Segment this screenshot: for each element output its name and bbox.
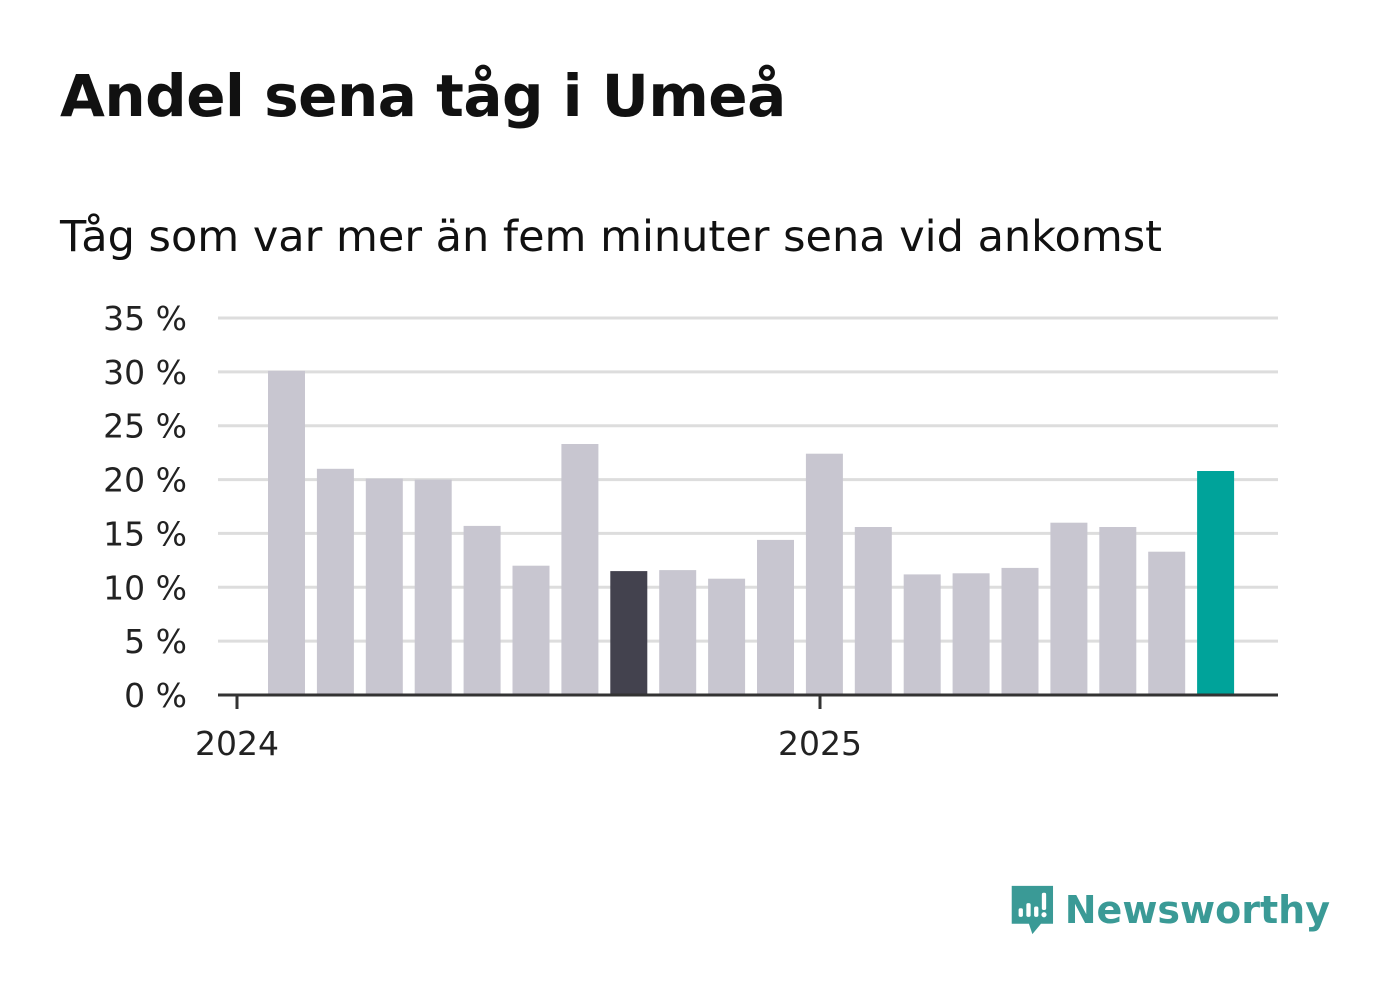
y-tick-label: 25 % [103, 407, 187, 446]
y-tick-label: 15 % [103, 514, 187, 553]
bar [659, 570, 697, 695]
bar [610, 571, 648, 695]
bar [952, 573, 990, 695]
chart-title: Andel sena tåg i Umeå [60, 62, 786, 130]
bar [463, 525, 501, 695]
bar [1148, 551, 1186, 695]
bar [805, 453, 843, 695]
bar [268, 370, 305, 695]
bar [316, 468, 354, 695]
x-axis-labels: 2024 2025 [195, 724, 862, 763]
chart-subtitle: Tåg som var mer än fem minuter sena vid … [60, 212, 1163, 262]
newsworthy-logo-icon [1011, 885, 1054, 935]
x-tick-label: 2025 [778, 724, 862, 763]
bar [1050, 522, 1088, 695]
newsworthy-logo: Newsworthy [1010, 878, 1330, 942]
bar [561, 444, 599, 695]
x-tick-label: 2024 [195, 724, 279, 763]
bar [1197, 471, 1235, 695]
bar [414, 479, 452, 695]
y-tick-label: 10 % [103, 568, 187, 607]
bar [1099, 527, 1137, 695]
bar [1001, 567, 1039, 695]
y-tick-label: 5 % [124, 622, 187, 661]
bar [757, 539, 794, 695]
y-tick-label: 35 % [103, 299, 187, 338]
brand-name: Newsworthy [1064, 888, 1330, 932]
bar [365, 478, 403, 695]
bars [268, 370, 1235, 695]
bar [854, 527, 892, 695]
bar [903, 574, 941, 695]
y-tick-label: 20 % [103, 461, 187, 500]
bar [708, 578, 746, 695]
y-tick-label: 30 % [103, 353, 187, 392]
bar [512, 565, 550, 695]
y-tick-label: 0 % [124, 676, 187, 715]
x-axis [218, 693, 1278, 709]
y-axis-labels: 0 % 5 % 10 % 15 % 20 % 25 % 30 % 35 % [103, 299, 187, 715]
